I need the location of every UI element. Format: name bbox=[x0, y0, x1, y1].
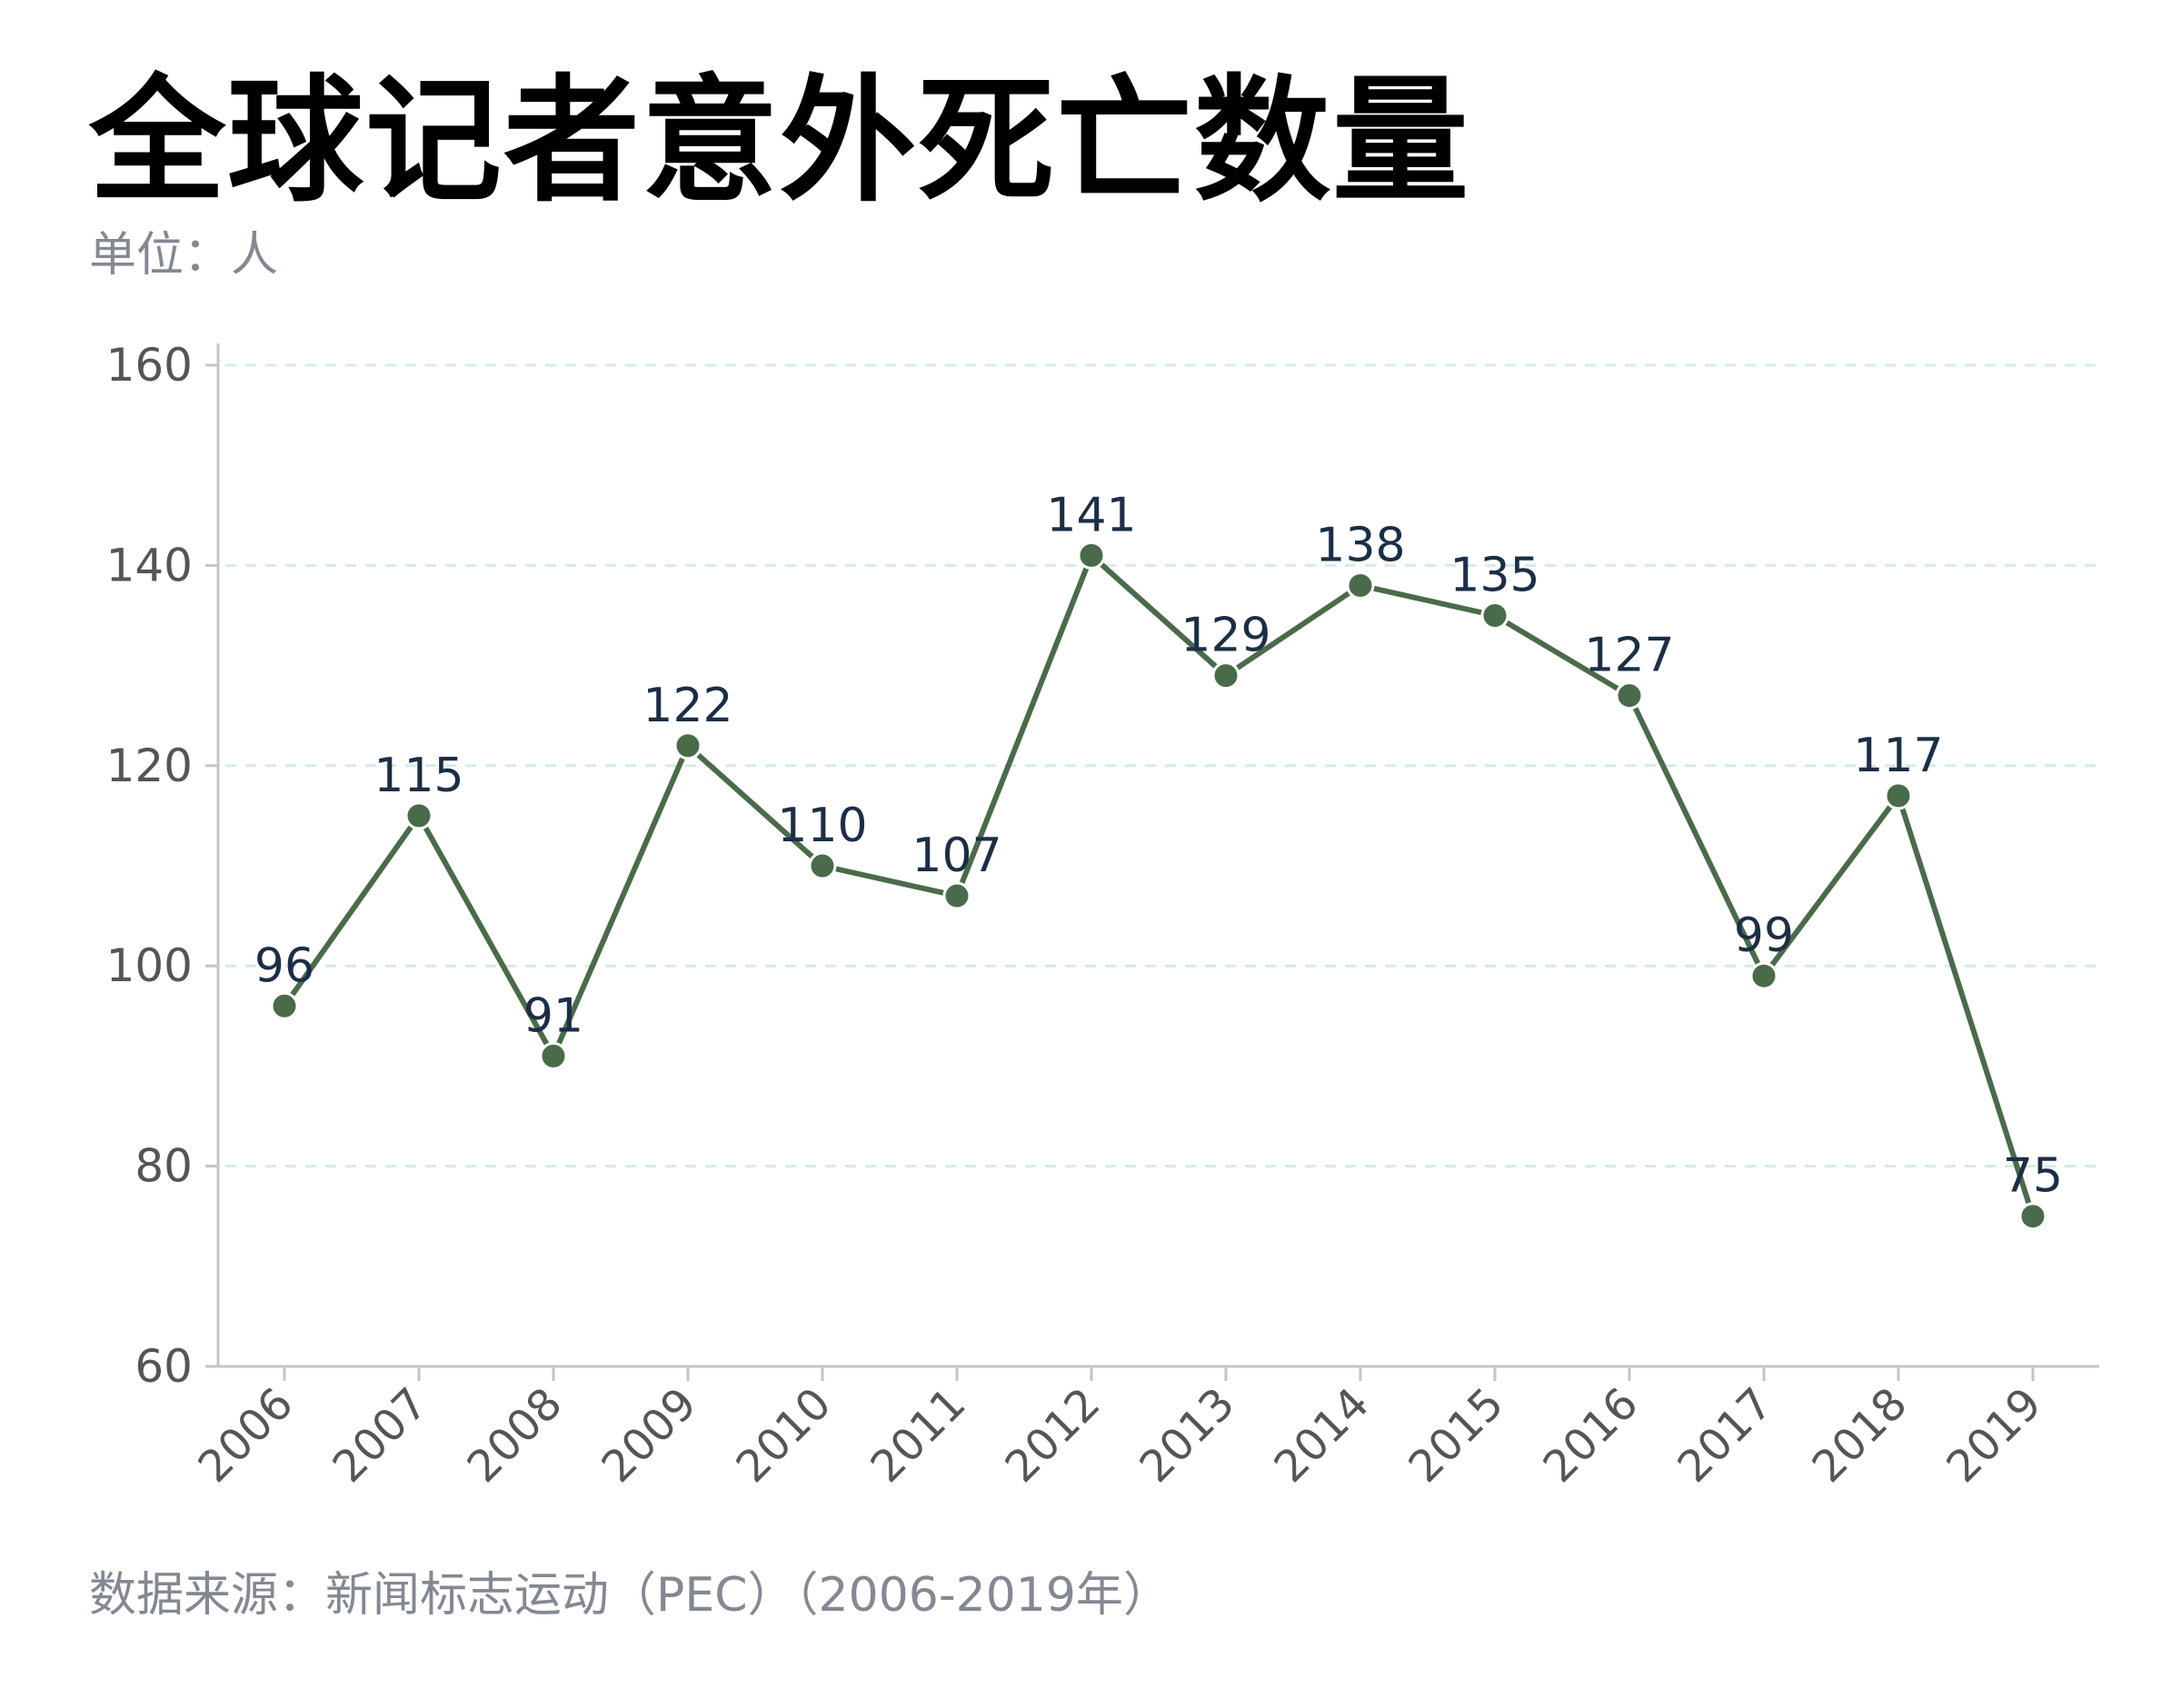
data-point-2014 bbox=[1346, 571, 1375, 600]
data-label-2007: 115 bbox=[373, 749, 463, 803]
data-point-2012 bbox=[1077, 541, 1106, 570]
x-tick-label-2007: 2007 bbox=[324, 1378, 438, 1493]
data-label-2010: 110 bbox=[777, 799, 867, 853]
data-point-2007 bbox=[404, 801, 433, 830]
x-tick-label-2015: 2015 bbox=[1399, 1378, 1514, 1493]
x-axis-ticks: 2006 2007 2008 2009 2010 2011 2012 2013 2014 2015… bbox=[189, 1366, 2052, 1493]
data-label-2015: 135 bbox=[1449, 549, 1539, 603]
data-point-2015 bbox=[1480, 601, 1509, 630]
data-point-2017 bbox=[1749, 961, 1778, 990]
data-points bbox=[270, 541, 2047, 1231]
data-label-2018: 117 bbox=[1853, 729, 1943, 783]
data-label-2019: 75 bbox=[2003, 1149, 2063, 1204]
data-label-2009: 122 bbox=[642, 679, 732, 733]
grid-lines bbox=[225, 363, 2099, 1168]
x-tick-label-2012: 2012 bbox=[996, 1378, 1110, 1493]
data-label-2017: 99 bbox=[1734, 909, 1794, 963]
data-point-2010 bbox=[808, 851, 837, 880]
y-tick-label-160: 160 bbox=[106, 339, 193, 392]
data-label-2006: 96 bbox=[254, 938, 314, 993]
series-line-layer bbox=[282, 552, 2036, 1219]
data-label-2014: 138 bbox=[1315, 518, 1405, 572]
data-label-2008: 91 bbox=[523, 988, 583, 1043]
series-line-0 bbox=[282, 552, 2036, 1219]
x-tick-label-2017: 2017 bbox=[1668, 1378, 1783, 1493]
x-tick-label-2016: 2016 bbox=[1534, 1378, 1648, 1493]
x-tick-label-2019: 2019 bbox=[1937, 1378, 2052, 1493]
data-point-2006 bbox=[270, 991, 299, 1020]
data-point-2008 bbox=[539, 1041, 568, 1070]
y-tick-label-140: 140 bbox=[106, 539, 193, 591]
data-point-2018 bbox=[1884, 781, 1913, 810]
chart-unit-label: 单位：人 bbox=[89, 228, 279, 283]
y-tick-label-120: 120 bbox=[106, 740, 193, 792]
data-point-2011 bbox=[942, 881, 971, 910]
y-axis-ticks: 60 80 100 120 140 160 bbox=[106, 339, 218, 1393]
data-point-2019 bbox=[2018, 1202, 2047, 1231]
axes bbox=[216, 343, 2099, 1368]
data-label-2013: 129 bbox=[1180, 609, 1270, 663]
y-tick-label-100: 100 bbox=[106, 939, 193, 992]
x-tick-label-2011: 2011 bbox=[861, 1378, 976, 1493]
data-point-2009 bbox=[673, 731, 702, 760]
data-point-2013 bbox=[1211, 661, 1240, 690]
data-label-2012: 141 bbox=[1046, 488, 1136, 542]
y-tick-label-60: 60 bbox=[134, 1340, 193, 1393]
x-tick-label-2008: 2008 bbox=[458, 1378, 573, 1493]
x-tick-label-2009: 2009 bbox=[593, 1378, 707, 1493]
data-source-note: 数据来源：新闻标志运动（PEC）（2006-2019年） bbox=[89, 1568, 1170, 1623]
x-tick-label-2010: 2010 bbox=[727, 1378, 842, 1493]
data-labels: 96 115 91 122 110 107 141 129 138 135 127 99 117 75 bbox=[254, 488, 2063, 1203]
x-tick-label-2018: 2018 bbox=[1803, 1378, 1917, 1493]
x-tick-label-2013: 2013 bbox=[1130, 1378, 1245, 1493]
y-tick-label-80: 80 bbox=[134, 1140, 193, 1193]
x-tick-label-2014: 2014 bbox=[1265, 1378, 1379, 1493]
data-point-2016 bbox=[1615, 681, 1644, 710]
x-tick-label-2006: 2006 bbox=[189, 1378, 304, 1493]
data-label-2011: 107 bbox=[911, 829, 1001, 883]
data-label-2016: 127 bbox=[1584, 629, 1674, 683]
chart-title: 全球记者意外死亡数量 bbox=[89, 63, 1471, 221]
